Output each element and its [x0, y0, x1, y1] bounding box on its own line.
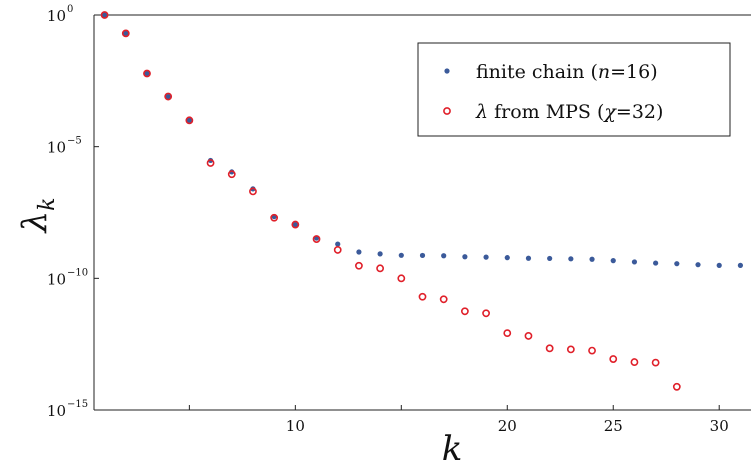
axes	[93, 14, 751, 411]
x-tick-label: 25	[604, 417, 623, 435]
data-point	[547, 255, 553, 262]
data-point	[716, 262, 722, 268]
data-point	[186, 117, 192, 123]
data-point	[589, 256, 595, 262]
y-axis-label-main: λ	[15, 211, 55, 235]
legend-label-finite-chain-part-3: =16)	[610, 61, 658, 83]
y-tick-label-base: 10	[47, 402, 66, 420]
x-tick-label: 30	[710, 417, 729, 435]
data-point	[460, 307, 469, 316]
data-point	[143, 69, 151, 78]
data-point	[566, 345, 575, 354]
legend-label-mps-part-3: χ	[602, 101, 617, 123]
legend-label-finite-chain: finite chain (n=16)	[476, 61, 658, 83]
data-point	[419, 252, 426, 259]
legend-label-mps: λ from MPS (χ=32)	[475, 101, 663, 123]
data-point	[672, 382, 681, 391]
legend-label-mps-part-1: λ	[475, 101, 488, 123]
x-axis-label: k	[442, 429, 463, 465]
data-point	[376, 264, 385, 273]
y-tick-label-base: 10	[47, 139, 66, 157]
data-point	[568, 256, 574, 262]
legend-marker-mps	[443, 107, 451, 115]
data-point	[164, 92, 173, 101]
y-tick-label-base: 10	[47, 270, 66, 288]
data-point	[144, 70, 150, 77]
data-point	[674, 261, 680, 267]
data-point	[227, 170, 236, 179]
data-point	[206, 159, 215, 167]
data-point	[165, 93, 171, 100]
data-point	[631, 259, 638, 265]
data-point	[503, 329, 512, 338]
y-tick-label-exponent: −5	[67, 136, 82, 147]
data-point	[291, 220, 300, 229]
data-point	[377, 251, 383, 257]
data-point	[312, 235, 321, 243]
data-point	[610, 258, 616, 264]
legend-label-mps-part-4: =32)	[616, 101, 664, 123]
data-point	[545, 344, 554, 353]
data-point	[270, 213, 279, 222]
data-point	[524, 332, 533, 340]
data-point	[123, 30, 129, 37]
data-point	[335, 241, 341, 247]
y-tick-label-base: 10	[47, 7, 66, 25]
series-mps	[100, 11, 681, 391]
y-axis-label: λk	[15, 198, 60, 235]
data-point	[356, 249, 362, 255]
data-points	[100, 11, 744, 391]
data-point	[525, 255, 532, 261]
data-point	[482, 309, 490, 318]
legend-label-mps-part-2: from MPS (	[488, 101, 604, 123]
data-point	[101, 12, 108, 18]
data-point	[397, 274, 406, 283]
y-tick-label: 10	[47, 402, 66, 420]
y-tick-label-exponent: 0	[67, 4, 73, 15]
data-point	[121, 29, 130, 38]
x-tick-label: 20	[498, 417, 517, 435]
data-point	[737, 262, 744, 268]
data-point	[462, 254, 468, 260]
legend-label-finite-chain-part-1: finite chain (	[476, 61, 598, 83]
y-tick-label: 10	[47, 139, 66, 157]
data-point	[441, 253, 447, 259]
legend-label-finite-chain-part-2: n	[598, 61, 610, 83]
data-point	[630, 358, 639, 366]
data-point	[333, 246, 342, 254]
data-point	[100, 11, 109, 19]
y-tick-label-exponent: −10	[67, 267, 88, 278]
data-point	[609, 355, 618, 363]
data-point	[439, 295, 448, 304]
y-tick-label-exponent: −15	[67, 399, 88, 410]
legend: finite chain (n=16) λ from MPS (χ=32)	[417, 42, 731, 137]
data-point	[398, 252, 404, 258]
data-point	[695, 262, 701, 268]
data-point	[355, 261, 363, 270]
data-point	[292, 221, 298, 228]
data-point	[185, 116, 194, 125]
data-point	[483, 254, 489, 260]
legend-box	[417, 42, 731, 137]
data-point	[651, 358, 660, 367]
data-point	[249, 187, 257, 196]
data-point	[418, 292, 427, 301]
y-tick-label: 10	[47, 270, 66, 288]
y-tick-label: 10	[47, 7, 66, 25]
x-tick-label: 10	[286, 417, 305, 435]
data-point	[588, 346, 596, 355]
legend-marker-finite-chain	[444, 68, 450, 74]
y-axis-label-subscript: k	[35, 198, 60, 211]
data-point	[653, 260, 659, 266]
data-point	[504, 255, 510, 261]
